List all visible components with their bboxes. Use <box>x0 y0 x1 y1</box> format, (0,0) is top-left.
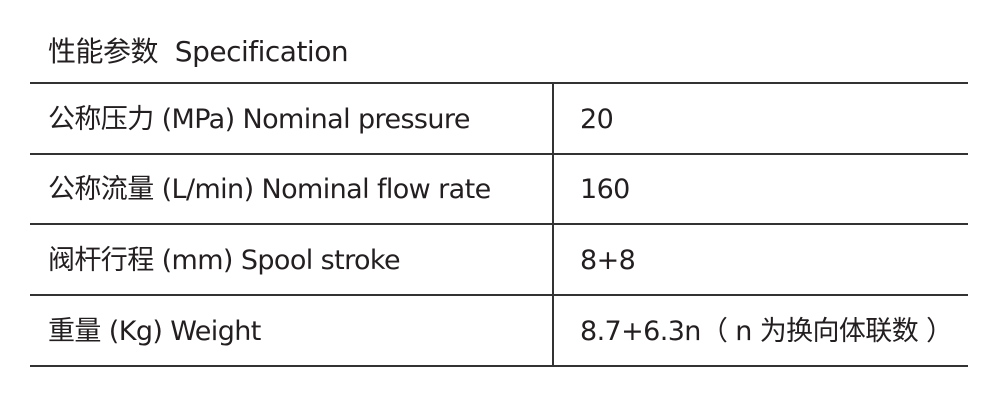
rule <box>30 294 968 296</box>
row-label: 阀杆行程 (mm) Spool stroke <box>48 245 401 276</box>
row-value: 160 <box>580 174 630 205</box>
row-value: 20 <box>580 104 614 135</box>
row-value: 8.7+6.3n（ n 为换向体联数 ） <box>580 316 953 347</box>
table-title: 性能参数 Specification <box>48 35 349 68</box>
row-label: 公称流量 (L/min) Nominal flow rate <box>48 174 491 205</box>
row-label: 公称压力 (MPa) Nominal pressure <box>48 104 470 135</box>
rule <box>30 365 968 367</box>
rule <box>30 223 968 225</box>
rule <box>30 82 968 84</box>
row-label: 重量 (Kg) Weight <box>48 316 261 347</box>
column-divider <box>552 83 554 366</box>
rule <box>30 153 968 155</box>
row-value: 8+8 <box>580 245 636 276</box>
